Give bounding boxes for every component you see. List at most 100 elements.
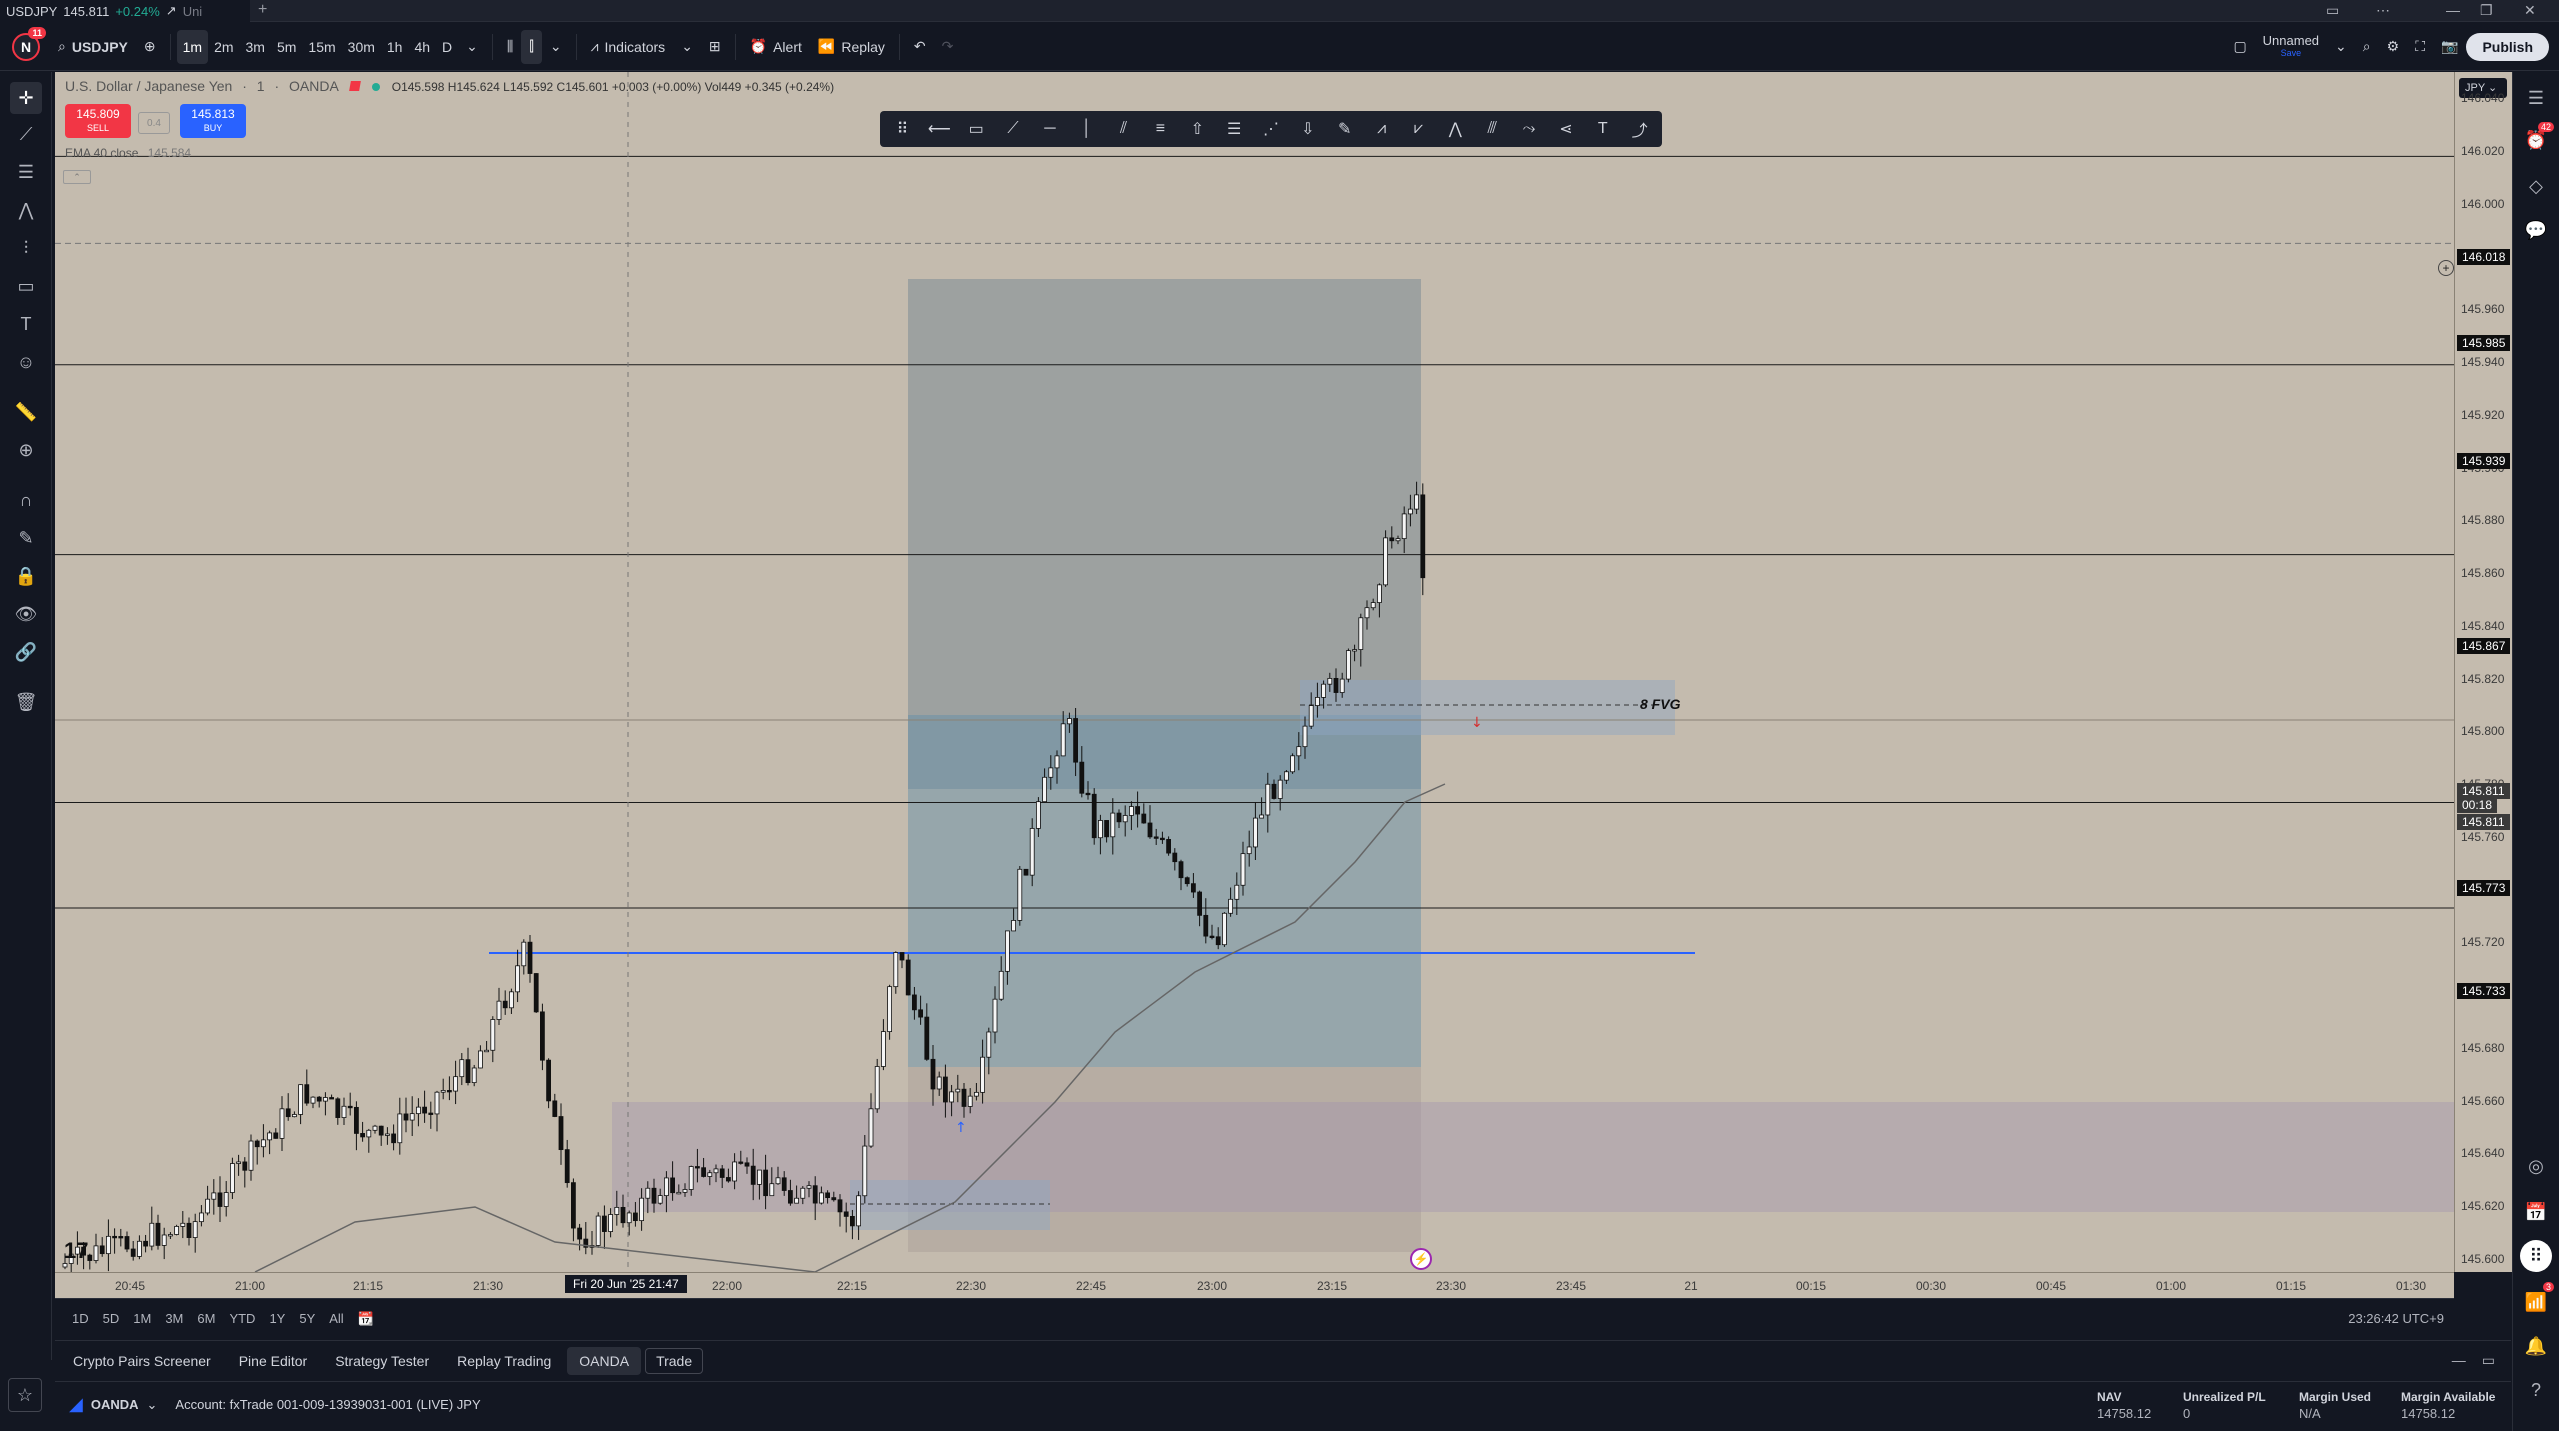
range-1D[interactable]: 1D xyxy=(72,1311,89,1326)
event-marker-icon[interactable]: ⚡ xyxy=(1410,1248,1432,1270)
minimize-panel-icon[interactable]: — xyxy=(2451,1352,2466,1368)
fvg-label[interactable]: 8 FVG xyxy=(1640,696,1681,712)
monitor-icon[interactable]: ▭ xyxy=(2326,2,2340,18)
apps-grid-icon[interactable]: ⠿ xyxy=(2520,1240,2552,1272)
pattern-icon[interactable]: ⋀ xyxy=(18,199,34,220)
range-6M[interactable]: 6M xyxy=(197,1311,216,1326)
maximize-panel-icon[interactable]: ▭ xyxy=(2481,1352,2495,1368)
candles-style-icon[interactable]: ⫿ xyxy=(521,29,542,64)
zoom-icon[interactable]: ⊕ xyxy=(18,439,34,460)
drag-handle-icon[interactable]: ⠿ xyxy=(896,121,909,138)
bottom-tab-oanda[interactable]: OANDA xyxy=(567,1346,642,1375)
abcd-pattern-icon[interactable]: ⩗ xyxy=(1413,120,1423,137)
fib-fan-icon[interactable]: ⋰ xyxy=(1263,121,1280,138)
arrow-down-icon[interactable]: ⇩ xyxy=(1301,121,1315,138)
ema-legend[interactable]: EMA 40 close 145.584 xyxy=(65,146,191,160)
interval-dropdown-chevron-icon[interactable]: ⌄ xyxy=(466,38,478,54)
parallel-channel-icon[interactable]: ⫽ xyxy=(1120,120,1128,137)
new-tab-icon[interactable]: + xyxy=(258,1,268,18)
publish-button[interactable]: Publish xyxy=(2466,32,2549,61)
trend-line-icon[interactable]: ⟋ xyxy=(19,123,33,144)
range-5D[interactable]: 5D xyxy=(102,1311,120,1326)
user-avatar[interactable]: N 11 xyxy=(12,26,46,61)
time-axis[interactable]: 20:4521:0021:1521:3021:4522:0022:1522:30… xyxy=(55,1272,2454,1298)
horizontal-line-icon[interactable]: ─ xyxy=(1044,120,1056,137)
arrow-up-icon[interactable]: ⇧ xyxy=(1190,121,1204,138)
bar-style-icon[interactable]: ⫼ xyxy=(506,38,514,54)
layout-chevron-icon[interactable]: ⌄ xyxy=(2335,38,2347,54)
layout-name-button[interactable]: Unnamed Save xyxy=(2255,30,2327,64)
text-tool-icon[interactable]: T xyxy=(1597,120,1608,137)
interval-5m[interactable]: 5m xyxy=(276,38,297,55)
symbol-search[interactable]: ⌕ USDJPY xyxy=(50,30,136,64)
xabcd-pattern-icon[interactable]: ⋀ xyxy=(1448,121,1462,138)
indicators-chevron-icon[interactable]: ⌄ xyxy=(681,38,693,54)
lock-icon[interactable]: 🔒 xyxy=(14,565,38,586)
range-1M[interactable]: 1M xyxy=(133,1311,152,1326)
range-5Y[interactable]: 5Y xyxy=(299,1311,316,1326)
clock[interactable]: 23:26:42 UTC+9 xyxy=(2348,1311,2444,1326)
polyline-icon[interactable]: ⋖ xyxy=(1559,121,1573,138)
trendline-icon[interactable]: ⟋ xyxy=(1007,120,1019,137)
projection-icon[interactable]: ⤴ xyxy=(1631,123,1648,140)
indicators-button[interactable]: ⩘ Indicators xyxy=(583,30,674,64)
eye-icon[interactable]: 👁 xyxy=(14,603,38,624)
layers-icon[interactable]: ◇ xyxy=(2529,175,2543,196)
fib-retracement-icon[interactable]: ☰ xyxy=(17,161,35,182)
link-icon[interactable]: 🔗 xyxy=(14,641,38,662)
bottom-tab-strategy-tester[interactable]: Strategy Tester xyxy=(335,1352,430,1369)
close-icon[interactable]: ✕ xyxy=(2524,2,2536,18)
fullscreen-icon[interactable]: ⛶ xyxy=(2415,38,2425,54)
browser-tab[interactable]: USDJPY 145.811 +0.24% ↗ Uni xyxy=(0,0,250,22)
channel-icon[interactable]: ⫻ xyxy=(1487,120,1497,137)
interval-1m[interactable]: 1m xyxy=(176,29,209,64)
undo-icon[interactable]: ↶ xyxy=(913,38,926,54)
tradingview-logo-icon[interactable]: 17 xyxy=(64,1238,89,1263)
range-All[interactable]: All xyxy=(329,1311,344,1326)
path-icon[interactable]: ⤳ xyxy=(1522,120,1536,137)
camera-icon[interactable]: 📷 xyxy=(2441,38,2459,54)
range-YTD[interactable]: YTD xyxy=(229,1311,256,1326)
brush-icon[interactable]: ✎ xyxy=(1338,121,1352,138)
target-icon[interactable]: ◎ xyxy=(2528,1155,2544,1176)
text-icon[interactable]: T xyxy=(20,313,32,334)
interval-30m[interactable]: 30m xyxy=(347,38,375,55)
compare-add-icon[interactable]: ⊕ xyxy=(143,38,156,54)
interval-2m[interactable]: 2m xyxy=(214,38,234,55)
help-icon[interactable]: ? xyxy=(2530,1379,2541,1400)
price-axis[interactable]: JPY ⌄ 146.040146.020146.000145.980145.96… xyxy=(2454,72,2512,1272)
signal-icon[interactable]: 📶 3 xyxy=(2520,1282,2554,1318)
calendar-icon[interactable]: 📅 xyxy=(2524,1201,2548,1222)
redo-icon[interactable]: ↷ xyxy=(941,38,954,54)
broker-chevron-icon[interactable]: ⌄ xyxy=(146,1396,158,1412)
interval-4h[interactable]: 4h xyxy=(414,38,431,55)
restore-icon[interactable]: ❐ xyxy=(2480,2,2493,18)
legend-symbol-title[interactable]: U.S. Dollar / Japanese Yen xyxy=(65,78,233,94)
bottom-tab-trade[interactable]: Trade xyxy=(645,1347,704,1374)
goto-date-calendar-icon[interactable]: 📆 xyxy=(357,1310,374,1326)
trash-icon[interactable]: 🗑 xyxy=(14,691,38,712)
buy-button[interactable]: 145.813 BUY xyxy=(180,104,246,138)
candlestick-chart[interactable]: ↓↑ xyxy=(55,72,2454,1272)
alert-button[interactable]: ⏰ Alert xyxy=(742,30,810,64)
chat-icon[interactable]: 💬 xyxy=(2524,219,2548,240)
collapse-legend-chevron-icon[interactable]: ⌃ xyxy=(63,170,91,184)
pencil-lock-icon[interactable]: ✎ xyxy=(18,527,34,548)
vertical-line-icon[interactable]: │ xyxy=(1081,120,1092,137)
bottom-tab-crypto-pairs-screener[interactable]: Crypto Pairs Screener xyxy=(73,1352,211,1369)
range-3M[interactable]: 3M xyxy=(165,1311,184,1326)
geometric-shapes-icon[interactable]: ▭ xyxy=(17,275,35,296)
crosshair-icon[interactable]: ✛ xyxy=(10,82,42,114)
account-broker[interactable]: OANDA xyxy=(90,1397,139,1412)
templates-grid-icon[interactable]: ⊞ xyxy=(708,38,721,54)
add-alert-plus-icon[interactable]: + xyxy=(2438,260,2454,276)
watchlist-icon[interactable]: ☰ xyxy=(2527,87,2545,108)
minimize-icon[interactable]: — xyxy=(2446,2,2460,18)
bottom-tab-pine-editor[interactable]: Pine Editor xyxy=(238,1352,308,1369)
interval-D[interactable]: D xyxy=(442,38,453,55)
emoji-icon[interactable]: ☺ xyxy=(16,351,36,372)
layout-icon[interactable]: ▢ xyxy=(2233,38,2247,54)
elliott-wave-icon[interactable]: ⩘ xyxy=(1377,120,1387,137)
interval-1h[interactable]: 1h xyxy=(386,38,403,55)
alerts-clock-icon[interactable]: ⏰ 42 xyxy=(2520,122,2554,156)
